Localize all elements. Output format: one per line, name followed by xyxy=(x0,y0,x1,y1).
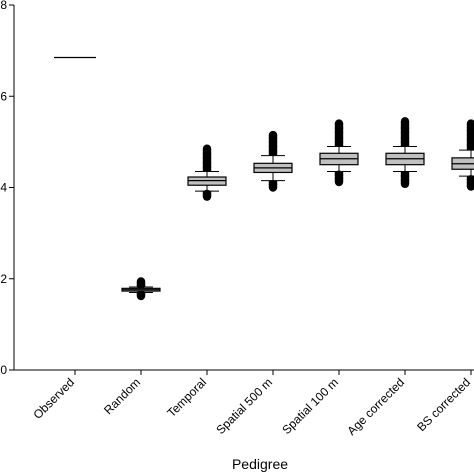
outlier-column-upper xyxy=(136,281,146,287)
box-spatial-500-m xyxy=(253,130,293,192)
x-tick-label: Random xyxy=(101,375,143,417)
x-tick-label: Observed xyxy=(30,375,77,422)
outlier-column-lower xyxy=(136,292,146,297)
y-tick-label: 8 xyxy=(0,0,7,12)
outlier-column-lower xyxy=(400,171,410,184)
y-tick-label: 4 xyxy=(0,181,7,195)
plot-area xyxy=(54,56,474,301)
x-tick-label: Spatial 100 m xyxy=(279,375,341,437)
box-spatial-100-m xyxy=(319,119,359,187)
outlier-column-lower xyxy=(466,176,474,187)
y-tick-label: 2 xyxy=(0,272,7,286)
box-age-corrected xyxy=(385,117,425,189)
box-random xyxy=(121,277,161,301)
box-temporal xyxy=(187,144,227,201)
outlier-column-upper xyxy=(334,123,344,147)
x-axis-title: Pedigree xyxy=(232,456,288,472)
x-tick-label: Spatial 500 m xyxy=(213,375,275,437)
axes: 0 2 4 6 8 Observed Random Temporal Spatial 500 m… xyxy=(0,0,474,438)
x-tick-label: Age corrected xyxy=(344,375,407,438)
y-tick-label: 0 xyxy=(0,363,7,377)
x-tick-label: Temporal xyxy=(164,375,209,420)
outlier-column-lower xyxy=(202,191,212,197)
outlier-column-lower xyxy=(268,180,278,188)
outlier-column-upper xyxy=(202,148,212,172)
outlier-column-lower xyxy=(334,171,344,183)
outlier-column-upper xyxy=(268,135,278,156)
outlier-column-upper xyxy=(466,123,474,151)
outlier-column-upper xyxy=(400,121,410,147)
box-bs-corrected xyxy=(451,119,474,191)
x-tick-label: BS corrected xyxy=(414,375,473,434)
y-tick-label: 6 xyxy=(0,89,7,103)
